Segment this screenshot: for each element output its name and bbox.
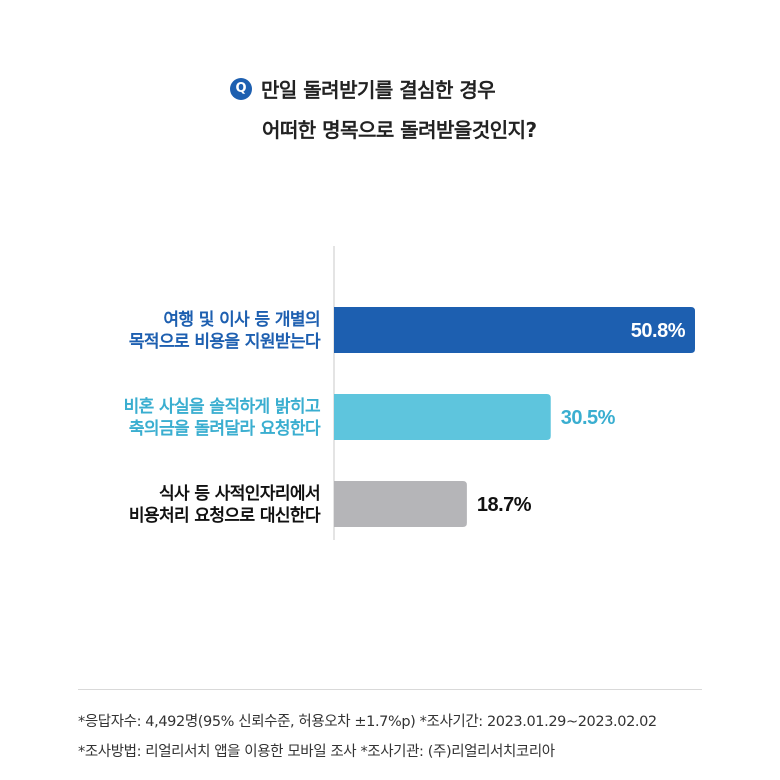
category-label: 비혼 사실을 솔직하게 밝히고	[124, 396, 321, 417]
value-label: 18.7%	[477, 494, 532, 516]
bar	[334, 307, 695, 353]
category-label: 비용처리 요청으로 대신한다	[129, 505, 321, 526]
footnote-divider	[78, 689, 702, 690]
category-label: 목적으로 비용을 지원받는다	[129, 332, 321, 352]
value-label: 30.5%	[561, 407, 616, 429]
question-line-1: Q 만일 돌려받기를 결심한 경우	[230, 74, 496, 103]
question-badge-icon: Q	[230, 77, 252, 100]
footnote-line-2: *조사방법: 리얼리서치 앱을 이용한 모바일 조사 *조사기관: (주)리얼리…	[78, 744, 555, 760]
question-text-line-2: 어떠한 명목으로 돌려받을것인지?	[262, 118, 537, 142]
category-label: 축의금을 돌려달라 요청한다	[129, 418, 321, 439]
category-label: 식사 등 사적인자리에서	[159, 484, 320, 504]
bar	[334, 481, 467, 527]
category-label: 여행 및 이사 등 개별의	[163, 310, 320, 330]
question-line-2: 어떠한 명목으로 돌려받을것인지?	[262, 114, 537, 143]
value-label: 50.8%	[631, 320, 686, 342]
question-text-line-1: 만일 돌려받기를 결심한 경우	[261, 78, 496, 102]
footnote-line-1: *응답자수: 4,492명(95% 신뢰수준, 허용오차 ±1.7%p) *조사…	[78, 714, 657, 730]
bar	[334, 394, 551, 440]
